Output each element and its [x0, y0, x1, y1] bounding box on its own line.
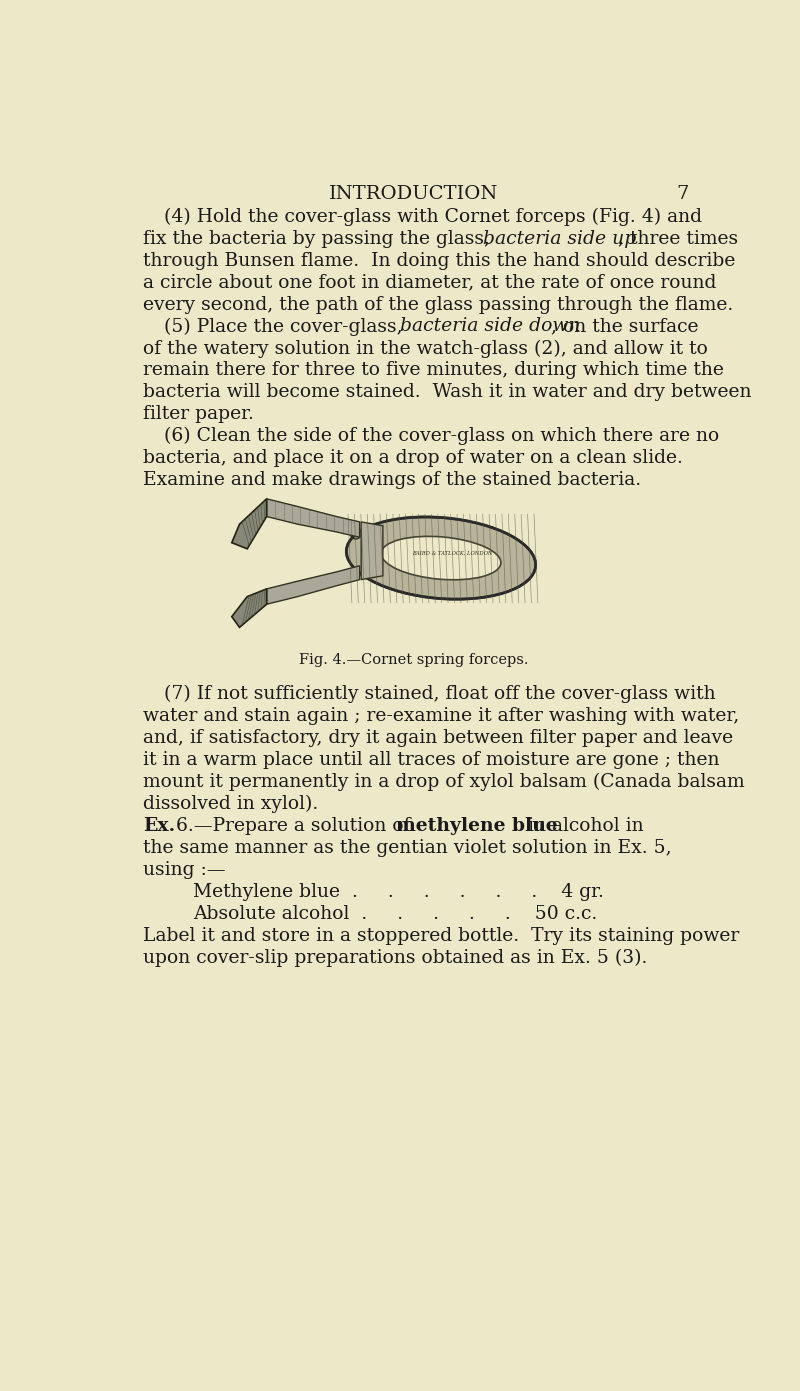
Text: (4) Hold the cover-glass with Cornet forceps (Fig. 4) and: (4) Hold the cover-glass with Cornet for… [164, 207, 702, 225]
Text: Fig. 4.—Cornet spring forceps.: Fig. 4.—Cornet spring forceps. [299, 652, 529, 666]
Text: Ex.: Ex. [142, 817, 174, 835]
Text: fix the bacteria by passing the glass,: fix the bacteria by passing the glass, [142, 230, 496, 248]
Circle shape [350, 529, 362, 538]
Text: , on the surface: , on the surface [551, 317, 699, 335]
Text: in alcohol in: in alcohol in [522, 817, 644, 835]
Text: Label it and store in a stoppered bottle.  Try its staining power: Label it and store in a stoppered bottle… [142, 926, 739, 944]
Text: every second, the path of the glass passing through the flame.: every second, the path of the glass pass… [142, 295, 733, 313]
Text: mount it permanently in a drop of xylol balsam (Canada balsam: mount it permanently in a drop of xylol … [142, 773, 744, 791]
Text: Absolute alcohol  .     .     .     .     .    50 c.c.: Absolute alcohol . . . . . 50 c.c. [193, 904, 598, 922]
Text: a circle about one foot in diameter, at the rate of once round: a circle about one foot in diameter, at … [142, 274, 716, 292]
Polygon shape [232, 588, 266, 627]
Text: (7) If not sufficiently stained, float off the cover-glass with: (7) If not sufficiently stained, float o… [164, 686, 716, 704]
Ellipse shape [346, 517, 536, 600]
Text: it in a warm place until all traces of moisture are gone ; then: it in a warm place until all traces of m… [142, 751, 719, 769]
Polygon shape [266, 499, 360, 537]
Text: BAIRD & TATLOCK, LONDON: BAIRD & TATLOCK, LONDON [412, 551, 493, 555]
Polygon shape [361, 522, 383, 580]
Text: of the watery solution in the watch-glass (2), and allow it to: of the watery solution in the watch-glas… [142, 339, 707, 357]
Text: 7: 7 [677, 185, 689, 203]
Text: bacteria, and place it on a drop of water on a clean slide.: bacteria, and place it on a drop of wate… [142, 449, 682, 467]
Text: using :—: using :— [142, 861, 226, 879]
Text: and, if satisfactory, dry it again between filter paper and leave: and, if satisfactory, dry it again betwe… [142, 729, 733, 747]
Text: (5) Place the cover-glass,: (5) Place the cover-glass, [164, 317, 409, 335]
Polygon shape [232, 499, 266, 549]
Text: Methylene blue  .     .     .     .     .     .    4 gr.: Methylene blue . . . . . . 4 gr. [193, 883, 604, 900]
Polygon shape [266, 566, 360, 604]
Text: filter paper.: filter paper. [142, 405, 254, 423]
Text: INTRODUCTION: INTRODUCTION [329, 185, 498, 203]
Text: dissolved in xylol).: dissolved in xylol). [142, 794, 318, 814]
Ellipse shape [381, 537, 501, 580]
Text: bacteria side up: bacteria side up [482, 230, 636, 248]
Text: Examine and make drawings of the stained bacteria.: Examine and make drawings of the stained… [142, 472, 641, 490]
Text: upon cover-slip preparations obtained as in Ex. 5 (3).: upon cover-slip preparations obtained as… [142, 949, 647, 967]
Text: , three times: , three times [618, 230, 738, 248]
Text: 6.—Prepare a solution of: 6.—Prepare a solution of [170, 817, 416, 835]
Text: bacteria will become stained.  Wash it in water and dry between: bacteria will become stained. Wash it in… [142, 384, 751, 401]
Text: remain there for three to five minutes, during which time the: remain there for three to five minutes, … [142, 362, 723, 380]
Text: the same manner as the gentian violet solution in Ex. 5,: the same manner as the gentian violet so… [142, 839, 671, 857]
Text: water and stain again ; re-examine it after washing with water,: water and stain again ; re-examine it af… [142, 707, 739, 725]
Text: through Bunsen flame.  In doing this the hand should describe: through Bunsen flame. In doing this the … [142, 252, 735, 270]
Text: bacteria side down: bacteria side down [400, 317, 580, 335]
Text: methylene blue: methylene blue [396, 817, 558, 835]
Text: (6) Clean the side of the cover-glass on which there are no: (6) Clean the side of the cover-glass on… [164, 427, 719, 445]
